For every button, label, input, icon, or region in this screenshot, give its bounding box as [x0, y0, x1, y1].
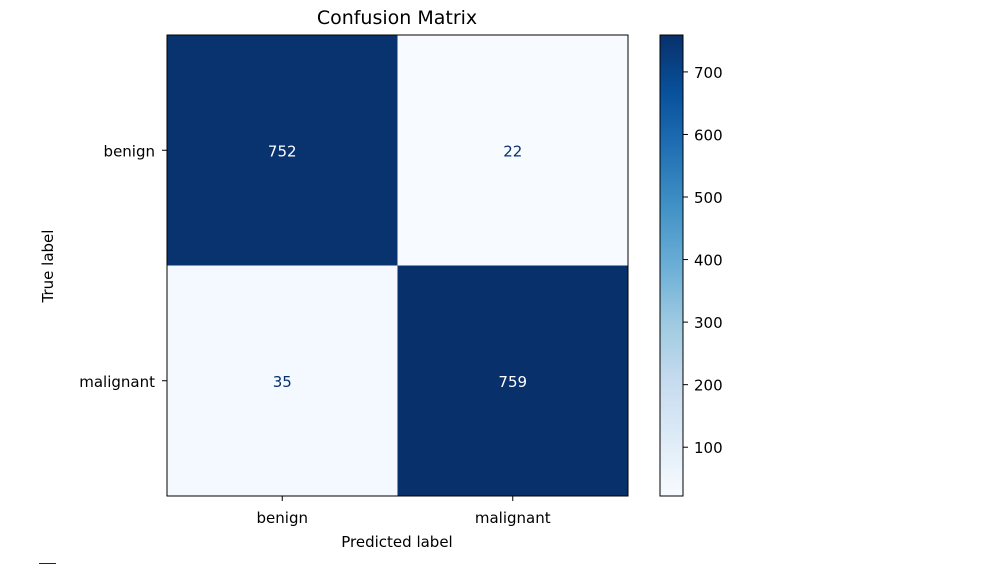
heatmap-cell-0-1: [397, 35, 628, 266]
colorbar-ticks: 100 200 300 400 500 600 700: [683, 64, 723, 457]
divider-mark: [39, 563, 56, 564]
heatmap-cell-0-0: [167, 35, 398, 266]
chart-title: Confusion Matrix: [317, 7, 477, 29]
cell-value-label-0-0: 752: [268, 142, 297, 160]
y-axis-ticks: benign malignant: [79, 142, 167, 391]
plot-frame: [166, 34, 629, 497]
cell-value-label-0-1: 22: [503, 142, 522, 160]
y-tick-label: malignant: [79, 373, 155, 391]
colorbar-tick-label: 400: [694, 252, 723, 270]
y-axis-label: True label: [39, 230, 57, 304]
colorbar-tick-label: 100: [694, 439, 723, 457]
x-tick-label: benign: [257, 509, 308, 527]
heatmap-cell-1-1: [397, 265, 628, 496]
colorbar-tick-label: 600: [694, 126, 723, 144]
cell-value-label-1-0: 35: [273, 373, 292, 391]
colorbar-tick-label: 500: [694, 189, 723, 207]
x-tick-label: malignant: [475, 509, 551, 527]
cell-value-label-1-1: 759: [498, 373, 527, 391]
colorbar-tick-label: 200: [694, 377, 723, 395]
heatmap-cells: [167, 35, 628, 496]
colorbar-tick-label: 300: [694, 314, 723, 332]
colorbar: [659, 34, 684, 497]
x-axis-ticks: benign malignant: [257, 496, 551, 527]
heatmap-cell-1-0: [167, 265, 398, 496]
y-tick-label: benign: [104, 142, 155, 160]
colorbar-tick-label: 700: [694, 64, 723, 82]
heatmap-cell-labels: 752 22 35 759: [268, 142, 527, 391]
x-axis-label: Predicted label: [341, 533, 452, 551]
